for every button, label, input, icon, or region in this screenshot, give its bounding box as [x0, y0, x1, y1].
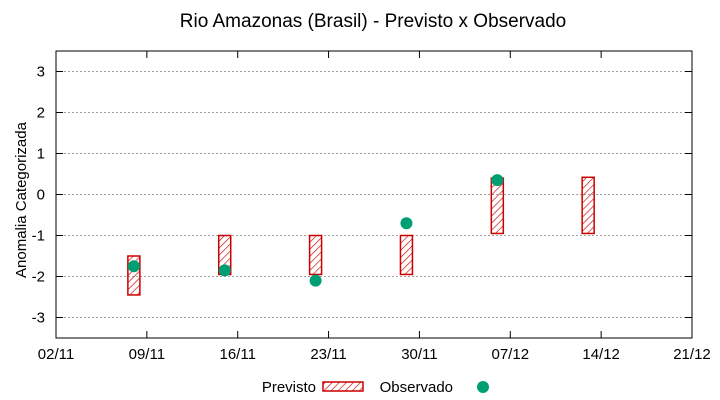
y-tick-label: -2	[32, 269, 45, 286]
legend-observed-marker	[477, 381, 489, 393]
grid	[56, 71, 692, 318]
y-tick-label: 0	[37, 187, 45, 204]
x-tick-label: 21/12	[673, 346, 711, 363]
legend: Previsto Observado	[262, 379, 489, 396]
y-tick-label: -3	[32, 310, 45, 327]
chart-title: Rio Amazonas (Brasil) - Previsto x Obser…	[180, 11, 566, 32]
y-tick-label: 3	[37, 64, 45, 81]
x-tick-label: 09/11	[129, 346, 165, 363]
y-tick-label: 2	[37, 105, 45, 122]
x-tick-label: 14/12	[582, 346, 620, 363]
legend-observed-label: Observado	[380, 379, 453, 396]
forecast-range-bar	[581, 176, 595, 235]
plot-frame	[55, 50, 693, 339]
legend-forecast-label: Previsto	[262, 379, 316, 396]
y-axis-label: Anomalia Categorizada	[13, 121, 30, 278]
forecast-range-bar	[490, 177, 505, 235]
observed-point	[491, 174, 504, 187]
x-tick-label: 30/11	[401, 346, 437, 363]
forecast-range-bar	[399, 234, 414, 276]
observed-series	[127, 174, 504, 287]
axis-ticks: -3 -2 -1 0 1 2 3 02/11 09/11 16/11 23/11 30/11 07/12…	[32, 51, 711, 363]
observed-point	[218, 264, 231, 277]
x-tick-label: 16/11	[219, 346, 255, 363]
observed-point	[309, 274, 322, 287]
observed-point	[400, 217, 413, 230]
x-tick-label: 07/12	[492, 346, 530, 363]
x-tick-label: 02/11	[38, 346, 74, 363]
y-tick-label: 1	[37, 146, 45, 163]
y-tick-label: -1	[32, 228, 45, 245]
observed-point	[127, 260, 140, 273]
x-tick-label: 23/11	[310, 346, 346, 363]
legend-forecast-swatch	[322, 381, 364, 392]
forecast-range-bar	[308, 234, 323, 276]
